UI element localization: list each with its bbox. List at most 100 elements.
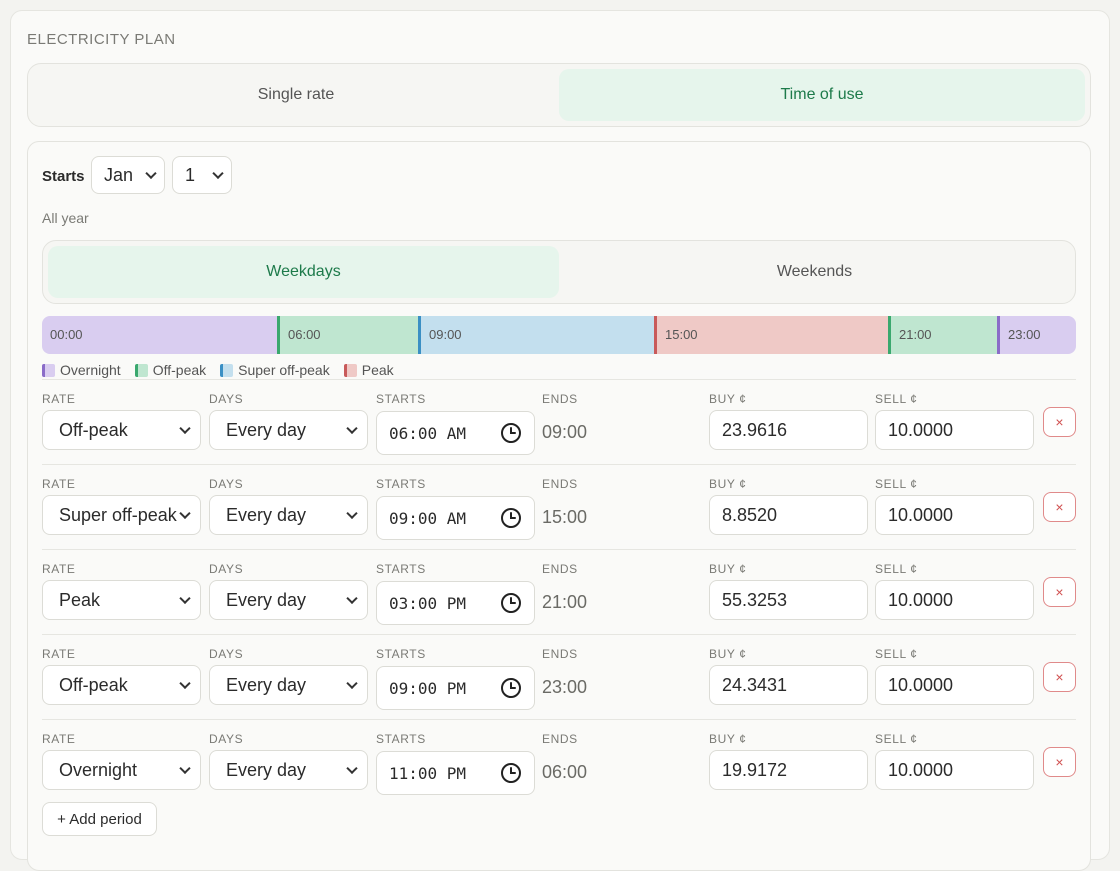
tab-time-of-use[interactable]: Time of use	[559, 69, 1085, 121]
starts-column-label: STARTS	[376, 477, 426, 491]
period-row: RATE DAYS STARTS ENDS BUY ¢ SELL ¢ Peak …	[42, 549, 1076, 634]
end-time-value: 06:00	[542, 762, 588, 782]
start-time-input[interactable]: 09:00 PM	[376, 666, 535, 710]
buy-price-input[interactable]: 8.8520	[709, 495, 868, 535]
chevron-down-icon	[145, 167, 157, 180]
days-column-label: DAYS	[209, 647, 244, 661]
start-day-select[interactable]: 1	[172, 156, 232, 194]
days-column-label: DAYS	[209, 562, 244, 576]
rate-select[interactable]: Peak	[42, 580, 201, 620]
timeline-label: 21:00	[899, 327, 932, 342]
delete-period-button[interactable]: ×	[1043, 747, 1076, 777]
tab-weekdays[interactable]: Weekdays	[48, 246, 559, 298]
end-time-value: 09:00	[542, 422, 588, 442]
buy-column-label: BUY ¢	[709, 392, 747, 406]
starts-column-label: STARTS	[376, 562, 426, 576]
legend-swatch	[42, 363, 55, 377]
buy-column-label: BUY ¢	[709, 562, 747, 576]
clock-icon[interactable]	[500, 592, 522, 614]
legend-swatch	[220, 363, 234, 377]
delete-period-button[interactable]: ×	[1043, 407, 1076, 437]
buy-column-label: BUY ¢	[709, 732, 747, 746]
clock-icon[interactable]	[500, 762, 522, 784]
sell-price-input[interactable]: 10.0000	[875, 750, 1034, 790]
sell-column-label: SELL ¢	[875, 477, 918, 491]
tab-weekends[interactable]: Weekends	[776, 263, 853, 280]
days-column-label: DAYS	[209, 477, 244, 491]
rate-timeline: 00:00 06:00 09:00 15:00 21:00 23:00	[42, 316, 1076, 354]
buy-price-value: 24.3431	[722, 674, 788, 695]
days-select[interactable]: Every day	[209, 665, 368, 705]
rate-select[interactable]: Super off-peak	[42, 495, 201, 535]
tab-single-rate[interactable]: Single rate	[257, 86, 335, 103]
starts-column-label: STARTS	[376, 732, 426, 746]
delete-period-button[interactable]: ×	[1043, 662, 1076, 692]
rate-value: Overnight	[59, 759, 138, 780]
timeline-segment: 15:00	[654, 316, 888, 354]
period-row: RATE DAYS STARTS ENDS BUY ¢ SELL ¢ Off-p…	[42, 379, 1076, 464]
days-select[interactable]: Every day	[209, 410, 368, 450]
starts-label: Starts	[42, 168, 85, 185]
sell-price-value: 10.0000	[888, 759, 954, 780]
start-time-value: 09:00 AM	[389, 508, 467, 528]
start-time-input[interactable]: 11:00 PM	[376, 751, 535, 795]
legend-label: Overnight	[60, 362, 121, 378]
sell-price-value: 10.0000	[888, 589, 954, 610]
rate-column-label: RATE	[42, 647, 76, 661]
start-time-input[interactable]: 06:00 AM	[376, 411, 535, 455]
end-time-value: 23:00	[542, 677, 588, 697]
days-select[interactable]: Every day	[209, 750, 368, 790]
plan-type-toggle: Single rate Time of use	[27, 63, 1091, 127]
period-note: All year	[42, 210, 89, 226]
start-month-select[interactable]: Jan	[91, 156, 165, 194]
sell-price-input[interactable]: 10.0000	[875, 410, 1034, 450]
legend-label: Off-peak	[152, 362, 207, 378]
buy-price-input[interactable]: 55.3253	[709, 580, 868, 620]
chevron-down-icon	[212, 167, 224, 180]
chevron-down-icon	[179, 592, 191, 605]
days-select[interactable]: Every day	[209, 495, 368, 535]
sell-price-input[interactable]: 10.0000	[875, 580, 1034, 620]
clock-icon[interactable]	[500, 677, 522, 699]
rate-select[interactable]: Overnight	[42, 750, 201, 790]
day-type-toggle: Weekdays Weekends	[42, 240, 1076, 304]
chevron-down-icon	[179, 507, 191, 520]
timeline-segment: 00:00	[42, 316, 277, 354]
sell-column-label: SELL ¢	[875, 562, 918, 576]
buy-price-value: 19.9172	[722, 759, 788, 780]
end-time-value: 21:00	[542, 592, 588, 612]
days-select[interactable]: Every day	[209, 580, 368, 620]
sell-price-input[interactable]: 10.0000	[875, 665, 1034, 705]
days-value: Every day	[226, 759, 307, 780]
timeline-label: 00:00	[50, 327, 83, 342]
clock-icon[interactable]	[500, 507, 522, 529]
electricity-plan-panel: ELECTRICITY PLAN Single rate Time of use…	[10, 10, 1110, 871]
rate-value: Off-peak	[59, 674, 128, 695]
ends-column-label: ENDS	[542, 477, 578, 491]
timeline-label: 06:00	[288, 327, 321, 342]
legend-item: Overnight	[42, 362, 121, 378]
start-time-input[interactable]: 03:00 PM	[376, 581, 535, 625]
rate-legend: Overnight Off-peak Super off-peak Peak	[42, 362, 394, 378]
legend-item: Super off-peak	[220, 362, 330, 378]
delete-period-button[interactable]: ×	[1043, 577, 1076, 607]
start-time-input[interactable]: 09:00 AM	[376, 496, 535, 540]
start-month-value: Jan	[104, 164, 134, 185]
buy-price-input[interactable]: 23.9616	[709, 410, 868, 450]
period-rows: RATE DAYS STARTS ENDS BUY ¢ SELL ¢ Off-p…	[42, 379, 1076, 804]
days-value: Every day	[226, 504, 307, 525]
rate-column-label: RATE	[42, 477, 76, 491]
rate-select[interactable]: Off-peak	[42, 410, 201, 450]
clock-icon[interactable]	[500, 422, 522, 444]
add-period-button[interactable]: + Add period	[42, 802, 157, 836]
rate-value: Off-peak	[59, 419, 128, 440]
sell-price-input[interactable]: 10.0000	[875, 495, 1034, 535]
chevron-down-icon	[346, 592, 358, 605]
delete-period-button[interactable]: ×	[1043, 492, 1076, 522]
time-of-use-card: Starts Jan 1 All year Weekdays Weekends …	[27, 141, 1091, 871]
buy-price-input[interactable]: 19.9172	[709, 750, 868, 790]
sell-price-value: 10.0000	[888, 419, 954, 440]
buy-price-input[interactable]: 24.3431	[709, 665, 868, 705]
legend-item: Off-peak	[134, 362, 207, 378]
rate-select[interactable]: Off-peak	[42, 665, 201, 705]
